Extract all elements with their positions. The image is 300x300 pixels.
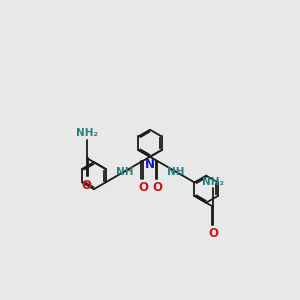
- Text: O: O: [152, 181, 162, 194]
- Text: NH: NH: [167, 167, 184, 177]
- Text: O: O: [208, 227, 218, 240]
- Text: NH₂: NH₂: [76, 128, 98, 138]
- Text: NH: NH: [116, 167, 133, 177]
- Text: O: O: [138, 181, 148, 194]
- Text: N: N: [145, 158, 155, 171]
- Text: O: O: [82, 178, 92, 191]
- Text: NH₂: NH₂: [202, 177, 224, 187]
